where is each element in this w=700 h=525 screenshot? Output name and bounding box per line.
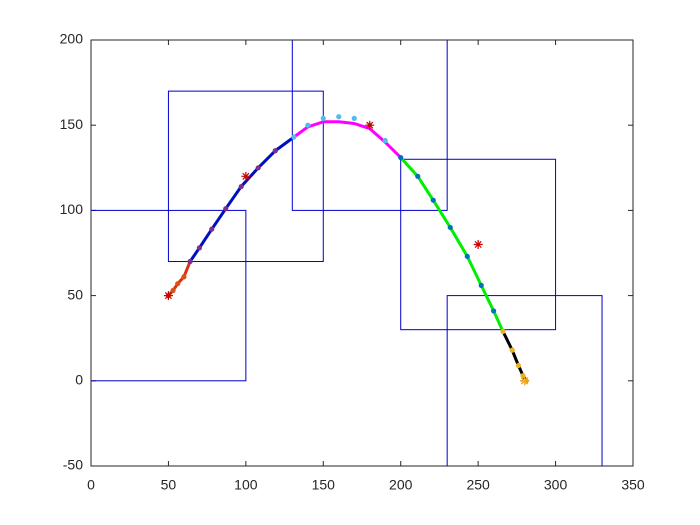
sample-point [175,281,181,287]
sample-point [336,114,342,120]
sample-point [500,328,506,334]
control-point [163,291,173,301]
sample-point [351,115,357,121]
y-tick-label: 150 [60,116,84,132]
sample-point [238,183,244,190]
curve-segment [292,120,402,159]
x-tick-label: 100 [234,477,258,493]
sample-point [478,282,484,288]
y-tick-label: -50 [63,457,83,473]
axes-frame [90,39,634,467]
sample-point [272,148,278,154]
x-tick-label: 200 [389,477,413,493]
sample-point [181,274,187,280]
control-point [365,120,375,130]
sample-point [430,197,436,203]
sample-point [305,122,311,128]
sample-point [196,245,202,251]
sample-point [170,287,176,294]
sample-point [255,165,261,171]
sample-point [447,224,453,231]
sample-point [398,154,404,161]
x-tick-label: 350 [621,477,645,493]
curve-segment [188,135,295,263]
control-point [520,376,530,386]
control-point [241,171,251,181]
box [400,158,557,331]
sample-point [187,258,193,265]
control-point [473,239,483,249]
sample-point [291,134,297,140]
x-tick-label: 300 [544,477,568,493]
sample-point [209,226,215,232]
sample-point [509,347,515,353]
y-tick-label: 100 [60,201,84,217]
sample-point [223,206,229,212]
y-tick-label: 50 [67,286,83,302]
sample-point [415,173,421,179]
x-tick-label: 150 [312,477,336,493]
sample-point [382,137,388,144]
box [167,90,324,263]
plot-area [91,40,633,466]
y-tick-label: 0 [75,372,83,388]
sample-point [464,253,470,260]
sample-point [491,308,497,314]
sample-point [320,115,326,121]
x-tick-label: 50 [161,477,177,493]
sample-point [515,362,522,369]
x-tick-label: 250 [466,477,490,493]
y-tick-label: 200 [60,31,84,47]
x-tick-label: 0 [87,477,95,493]
curve-segment [399,156,505,333]
